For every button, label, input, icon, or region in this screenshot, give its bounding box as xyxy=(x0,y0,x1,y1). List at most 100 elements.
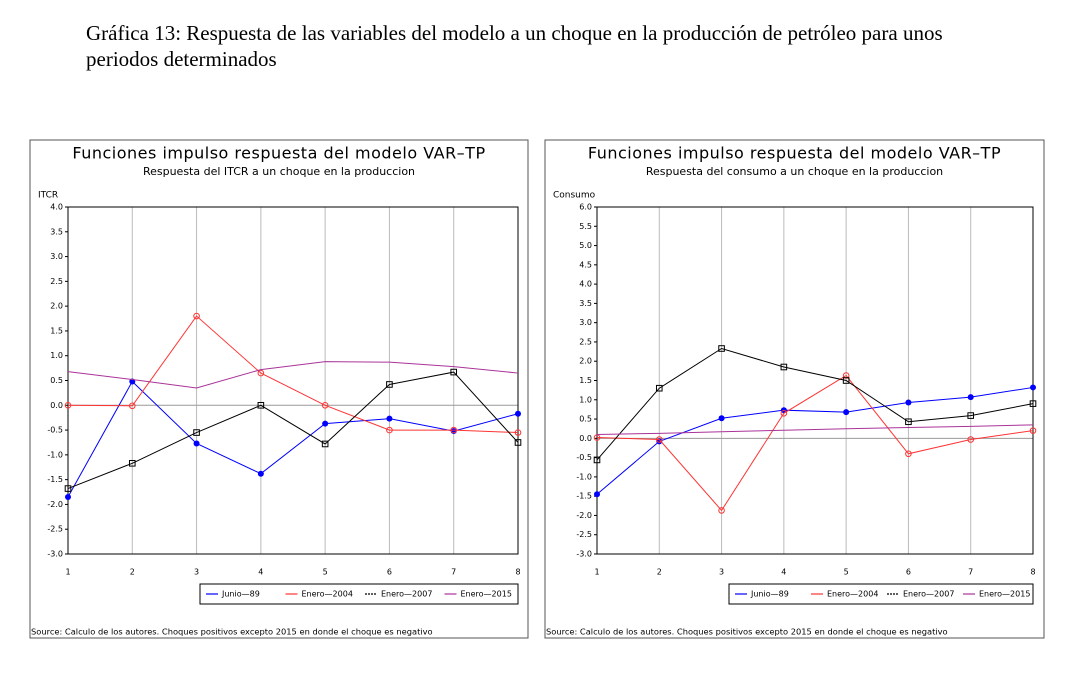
y-tick-label: 5.0 xyxy=(579,241,592,250)
point xyxy=(780,409,788,417)
y-tick-label: -3.0 xyxy=(47,550,63,559)
y-tick-label: 2.5 xyxy=(50,277,63,286)
x-tick-label: 3 xyxy=(719,568,724,577)
plot-frame xyxy=(67,206,519,555)
x-tick-label: 5 xyxy=(323,568,328,577)
y-tick-label: -3.0 xyxy=(576,550,592,559)
series-line xyxy=(596,424,1034,435)
x-tick-label: 6 xyxy=(906,568,911,577)
series-line xyxy=(67,371,519,490)
chart-subtitle: Respuesta del consumo a un choque en la … xyxy=(646,165,943,178)
point xyxy=(718,415,725,422)
plot-frame xyxy=(596,206,1034,555)
panel-border xyxy=(544,139,1045,639)
point xyxy=(1029,400,1037,407)
legend-box xyxy=(728,583,1034,605)
point xyxy=(655,384,663,392)
point xyxy=(1030,384,1036,391)
y-tick-label: 3.0 xyxy=(579,318,592,327)
point xyxy=(905,450,912,458)
point xyxy=(386,381,393,388)
legend-label: Junio—89 xyxy=(750,590,789,599)
y-tick-label: 0.0 xyxy=(579,434,592,443)
point xyxy=(514,439,522,446)
y-tick-label: -2.0 xyxy=(576,511,592,520)
legend-label: Junio—89 xyxy=(221,590,260,599)
y-tick-label: 1.5 xyxy=(579,376,592,385)
y-tick-label: -0.5 xyxy=(576,453,592,462)
y-tick-label: 4.0 xyxy=(50,203,63,212)
series-line xyxy=(596,374,1034,512)
y-tick-label: 0.5 xyxy=(50,376,63,385)
point xyxy=(128,402,136,410)
point xyxy=(321,401,329,409)
x-tick-label: 4 xyxy=(781,568,786,577)
y-tick-label: 4.5 xyxy=(579,260,592,269)
x-tick-label: 4 xyxy=(258,568,263,577)
point xyxy=(594,491,600,498)
point xyxy=(193,429,200,436)
legend-box xyxy=(199,583,519,605)
point xyxy=(905,399,912,406)
point xyxy=(967,436,975,443)
y-tick-label: -2.0 xyxy=(47,500,63,509)
y-tick-label: 0.0 xyxy=(50,401,63,410)
point xyxy=(450,368,458,376)
chart-panel: Funciones impulso respuesta del modelo V… xyxy=(544,139,1045,639)
point xyxy=(515,410,521,417)
y-tick-label: 6.0 xyxy=(579,203,592,212)
point xyxy=(450,426,458,434)
legend-label: Enero—2004 xyxy=(827,590,878,599)
x-tick-label: 1 xyxy=(594,568,599,577)
point xyxy=(1029,427,1037,434)
y-tick-label: 2.0 xyxy=(50,302,63,311)
x-tick-label: 3 xyxy=(194,568,199,577)
y-tick-label: 3.0 xyxy=(50,252,63,261)
point xyxy=(128,459,136,467)
point xyxy=(321,440,329,448)
y-tick-label: 5.5 xyxy=(579,222,592,231)
y-tick-label: 1.0 xyxy=(50,351,63,360)
y-tick-label: 4.0 xyxy=(579,280,592,289)
point xyxy=(718,345,725,352)
x-tick-label: 1 xyxy=(65,568,70,577)
x-tick-label: 7 xyxy=(451,568,456,577)
legend-label: Enero—2015 xyxy=(979,590,1030,599)
chart-title: Funciones impulso respuesta del modelo V… xyxy=(588,144,1001,163)
x-tick-label: 2 xyxy=(657,568,662,577)
y-tick-label: -0.5 xyxy=(47,426,63,435)
y-axis-label: ITCR xyxy=(38,191,58,201)
x-tick-label: 5 xyxy=(844,568,849,577)
point xyxy=(593,456,601,464)
panel-border xyxy=(29,139,529,639)
point xyxy=(842,372,850,379)
x-tick-label: 8 xyxy=(1030,568,1035,577)
point xyxy=(65,493,71,500)
legend-label: Enero—2007 xyxy=(381,590,432,599)
series-line xyxy=(67,380,519,498)
point xyxy=(842,377,850,384)
source-note: Source: Calculo de los autores. Choques … xyxy=(546,627,948,637)
point xyxy=(322,420,329,427)
point xyxy=(193,440,200,447)
chart-panel: Funciones impulso respuesta del modelo V… xyxy=(29,139,529,639)
y-tick-label: 2.0 xyxy=(579,357,592,366)
y-tick-label: 0.5 xyxy=(579,415,592,424)
chart-subtitle: Respuesta del ITCR a un choque en la pro… xyxy=(143,165,415,178)
y-tick-label: -1.0 xyxy=(576,472,592,481)
point xyxy=(514,429,522,436)
y-tick-label: -1.0 xyxy=(47,450,63,459)
y-tick-label: -2.5 xyxy=(47,525,63,534)
y-tick-label: 3.5 xyxy=(50,227,63,236)
y-axis-label: Consumo xyxy=(553,191,596,201)
x-tick-label: 2 xyxy=(130,568,135,577)
point xyxy=(655,436,663,443)
series-line xyxy=(596,347,1034,461)
point xyxy=(967,412,975,419)
point xyxy=(64,485,72,492)
chart-title: Funciones impulso respuesta del modelo V… xyxy=(72,144,485,163)
source-note: Source: Calculo de los autores. Choques … xyxy=(31,627,433,637)
point xyxy=(386,426,393,434)
